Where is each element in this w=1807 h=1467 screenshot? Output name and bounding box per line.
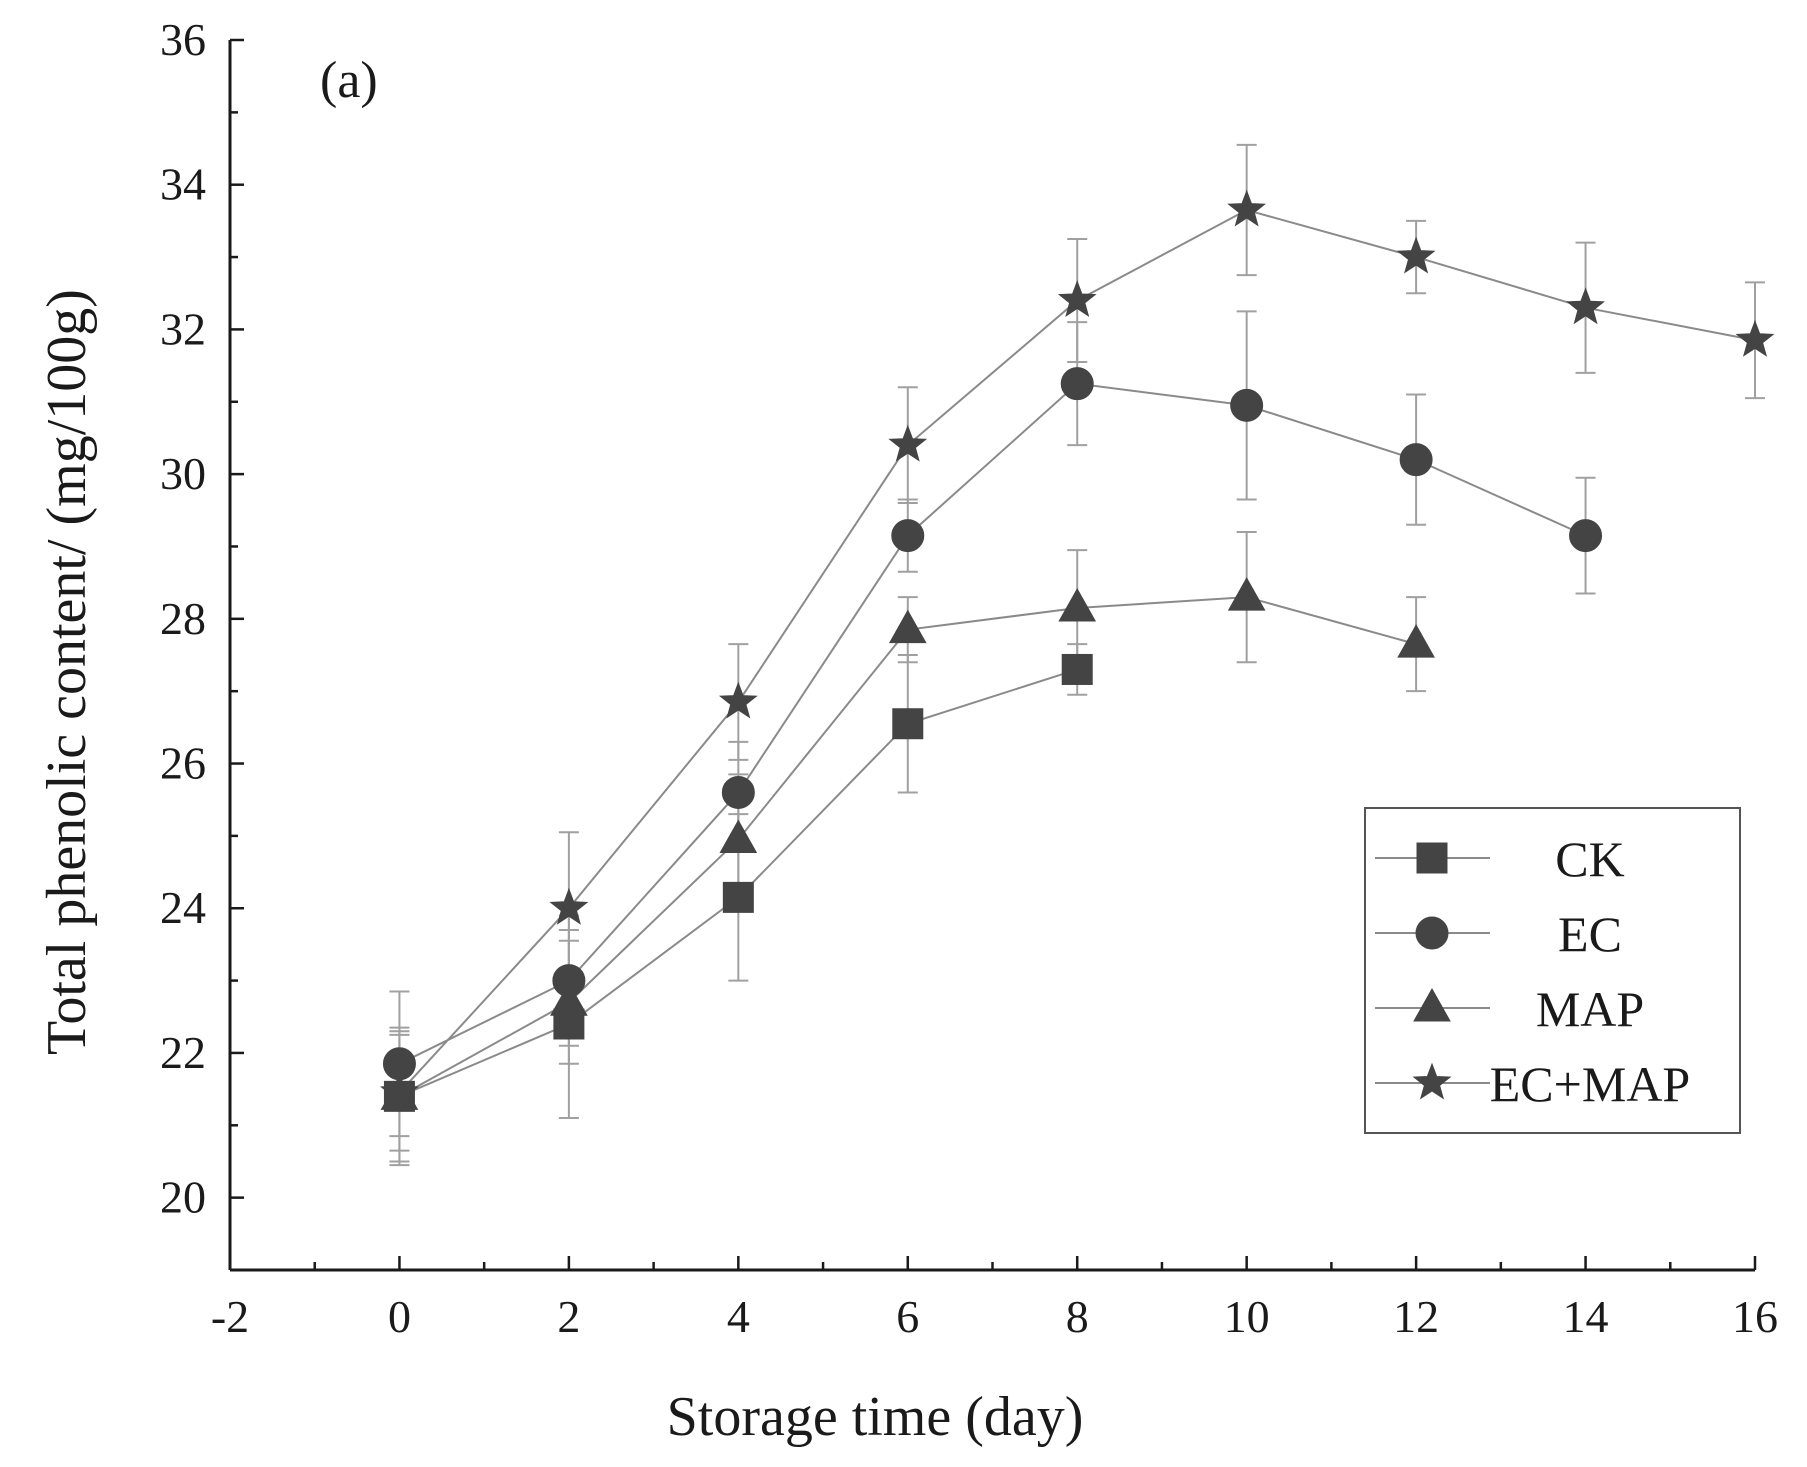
y-tick-label: 34 [160, 159, 206, 210]
legend: CK EC MAP EC+MAP [1364, 807, 1741, 1134]
x-tick-label: 8 [1066, 1291, 1089, 1342]
x-tick-label: 0 [388, 1291, 411, 1342]
ck-square-marker [892, 708, 924, 740]
x-tick-label: 14 [1563, 1291, 1609, 1342]
legend-ec-circle-marker [1415, 916, 1449, 950]
map-triangle-marker [1058, 587, 1097, 622]
ec-map-star-marker [1057, 280, 1097, 317]
ck-square-marker [1061, 653, 1093, 685]
map-triangle-marker [1397, 624, 1435, 658]
x-tick-label: -2 [211, 1291, 249, 1342]
x-tick-label: 10 [1224, 1291, 1270, 1342]
ec-circle-marker [891, 519, 925, 553]
panel-label: (a) [320, 52, 378, 109]
series-markers [380, 189, 1775, 1112]
y-tick-label: 22 [160, 1027, 206, 1078]
ec-circle-marker [1060, 367, 1094, 401]
map-triangle-marker [888, 609, 927, 644]
x-tick-label: 2 [557, 1291, 580, 1342]
y-tick-label: 24 [160, 882, 206, 933]
x-tick-label: 16 [1732, 1291, 1778, 1342]
y-axis-title: Total phenolic content/ (mg/100g) [36, 289, 98, 1055]
ck-square-marker [722, 881, 754, 913]
legend-label-ec: EC [1558, 906, 1622, 962]
ec-map-star-marker [549, 887, 589, 925]
ec-map-star-marker [1227, 189, 1267, 227]
legend-map-triangle-marker [1413, 987, 1451, 1022]
legend-label-ck: CK [1555, 831, 1624, 887]
legend-label-map: MAP [1536, 981, 1644, 1037]
ec-circle-marker [721, 775, 755, 809]
ec-map-star-marker [888, 424, 928, 462]
legend-label-ec-map: EC+MAP [1490, 1056, 1690, 1112]
ec-circle-marker [1569, 519, 1603, 553]
legend-ck-square-marker [1416, 842, 1448, 874]
x-tick-label: 4 [727, 1291, 750, 1342]
ec-line [399, 382, 1586, 1065]
y-tick-label: 32 [160, 303, 206, 354]
ec-circle-marker [1399, 443, 1433, 477]
legend-ec-map-star-marker [1412, 1062, 1452, 1100]
y-tick-label: 20 [160, 1172, 206, 1223]
ec-map-star-marker [718, 681, 758, 719]
ec-map-star-marker [1566, 287, 1605, 325]
y-tick-label: 26 [160, 738, 206, 789]
map-triangle-marker [550, 982, 588, 1016]
x-tick-label: 6 [896, 1291, 919, 1342]
ec-map-star-marker [380, 1072, 419, 1110]
x-axis-title: Storage time (day) [667, 1386, 1084, 1448]
map-triangle-marker [719, 819, 758, 853]
ec-map-star-marker [1396, 236, 1436, 274]
ec-map-star-marker [1735, 319, 1775, 357]
ec-circle-marker [1230, 388, 1264, 422]
y-tick-label: 36 [160, 14, 206, 65]
map-triangle-marker [1227, 577, 1266, 611]
y-tick-label: 28 [160, 593, 206, 644]
y-tick-label: 30 [160, 448, 206, 499]
x-tick-label: 12 [1393, 1291, 1439, 1342]
